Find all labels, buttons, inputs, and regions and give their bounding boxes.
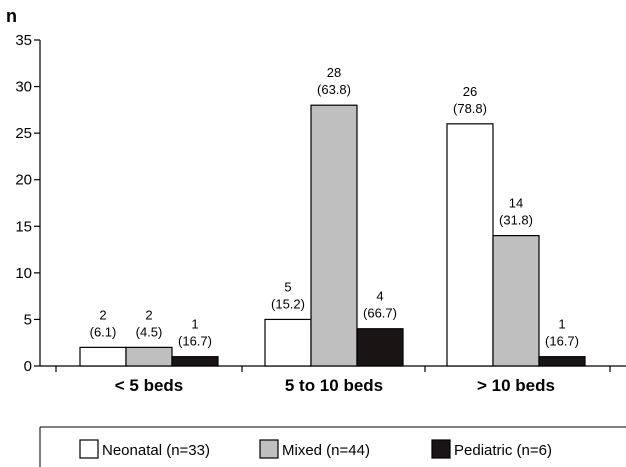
legend-swatch <box>79 439 99 459</box>
legend-swatch <box>431 439 451 459</box>
data-label-percent: (63.8) <box>317 82 351 97</box>
legend-label: Mixed (n=44) <box>282 442 370 459</box>
bar-2-2 <box>538 356 586 367</box>
bar-1-2 <box>492 235 540 367</box>
legend-swatch <box>259 439 279 459</box>
data-label-count: 26 <box>463 84 477 99</box>
data-label-percent: (31.8) <box>499 213 533 228</box>
data-label-count: 14 <box>509 196 523 211</box>
bars <box>79 104 586 367</box>
data-label-percent: (15.2) <box>271 296 305 311</box>
legend: Neonatal (n=33) Mixed (n=44) Pediatric (n=… <box>39 426 626 467</box>
y-tick-label: 20 <box>15 172 32 189</box>
data-label-percent: (6.1) <box>90 324 117 339</box>
bar-2-0 <box>171 356 219 367</box>
y-axis-title: n <box>6 6 17 26</box>
legend-label: Pediatric (n=6) <box>454 442 552 459</box>
data-label-percent: (16.7) <box>178 334 212 349</box>
x-category-label: > 10 beds <box>477 376 555 395</box>
x-category-label: 5 to 10 beds <box>285 376 383 395</box>
bar-0-0 <box>79 346 127 367</box>
y-tick-label: 25 <box>15 125 32 142</box>
y-tick-label: 0 <box>24 358 32 375</box>
data-label-count: 1 <box>191 317 198 332</box>
data-label-count: 2 <box>99 307 106 322</box>
data-labels: 2(6.1)5(15.2)26(78.8)2(4.5)28(63.8)14(31… <box>90 65 579 348</box>
y-tick-label: 10 <box>15 265 32 282</box>
y-tick-label: 15 <box>15 218 32 235</box>
bar-0-1 <box>264 318 312 367</box>
legend-label: Neonatal (n=33) <box>102 442 210 459</box>
bar-2-1 <box>356 328 404 367</box>
data-label-percent: (78.8) <box>453 101 487 116</box>
x-category-label: < 5 beds <box>115 376 184 395</box>
y-tick-label: 5 <box>24 311 32 328</box>
bar-0-2 <box>446 123 494 367</box>
y-tick-label: 30 <box>15 79 32 96</box>
data-label-count: 5 <box>284 279 291 294</box>
y-tick-label: 35 <box>15 32 32 49</box>
data-label-count: 28 <box>327 65 341 80</box>
data-label-count: 4 <box>376 289 383 304</box>
data-label-count: 2 <box>145 307 152 322</box>
bar-1-1 <box>310 104 358 367</box>
data-label-percent: (4.5) <box>136 324 163 339</box>
data-label-percent: (66.7) <box>363 306 397 321</box>
data-label-count: 1 <box>558 317 565 332</box>
data-label-percent: (16.7) <box>545 334 579 349</box>
bar-1-0 <box>125 346 173 367</box>
